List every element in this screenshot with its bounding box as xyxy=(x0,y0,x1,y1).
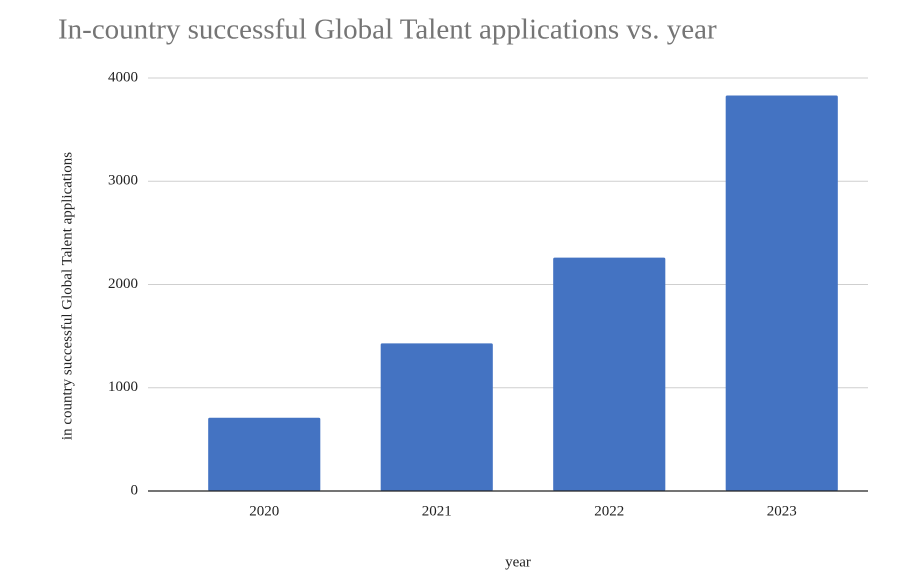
y-tick-label: 1000 xyxy=(108,379,138,395)
bar xyxy=(208,417,321,491)
bar xyxy=(380,343,493,491)
bar xyxy=(725,95,838,492)
x-axis-label: year xyxy=(505,554,531,570)
y-tick-label: 2000 xyxy=(108,276,138,292)
x-tick-label: 2023 xyxy=(767,503,797,519)
chart-title: In-country successful Global Talent appl… xyxy=(58,14,717,46)
y-tick-label: 4000 xyxy=(108,69,138,85)
x-tick-label: 2022 xyxy=(594,503,624,519)
x-tick-label: 2020 xyxy=(249,503,279,519)
y-tick-label: 0 xyxy=(131,482,139,498)
y-tick-label: 3000 xyxy=(108,173,138,189)
bar xyxy=(553,257,666,491)
y-axis-label: in country successful Global Talent appl… xyxy=(59,152,75,440)
x-tick-label: 2021 xyxy=(422,503,452,519)
